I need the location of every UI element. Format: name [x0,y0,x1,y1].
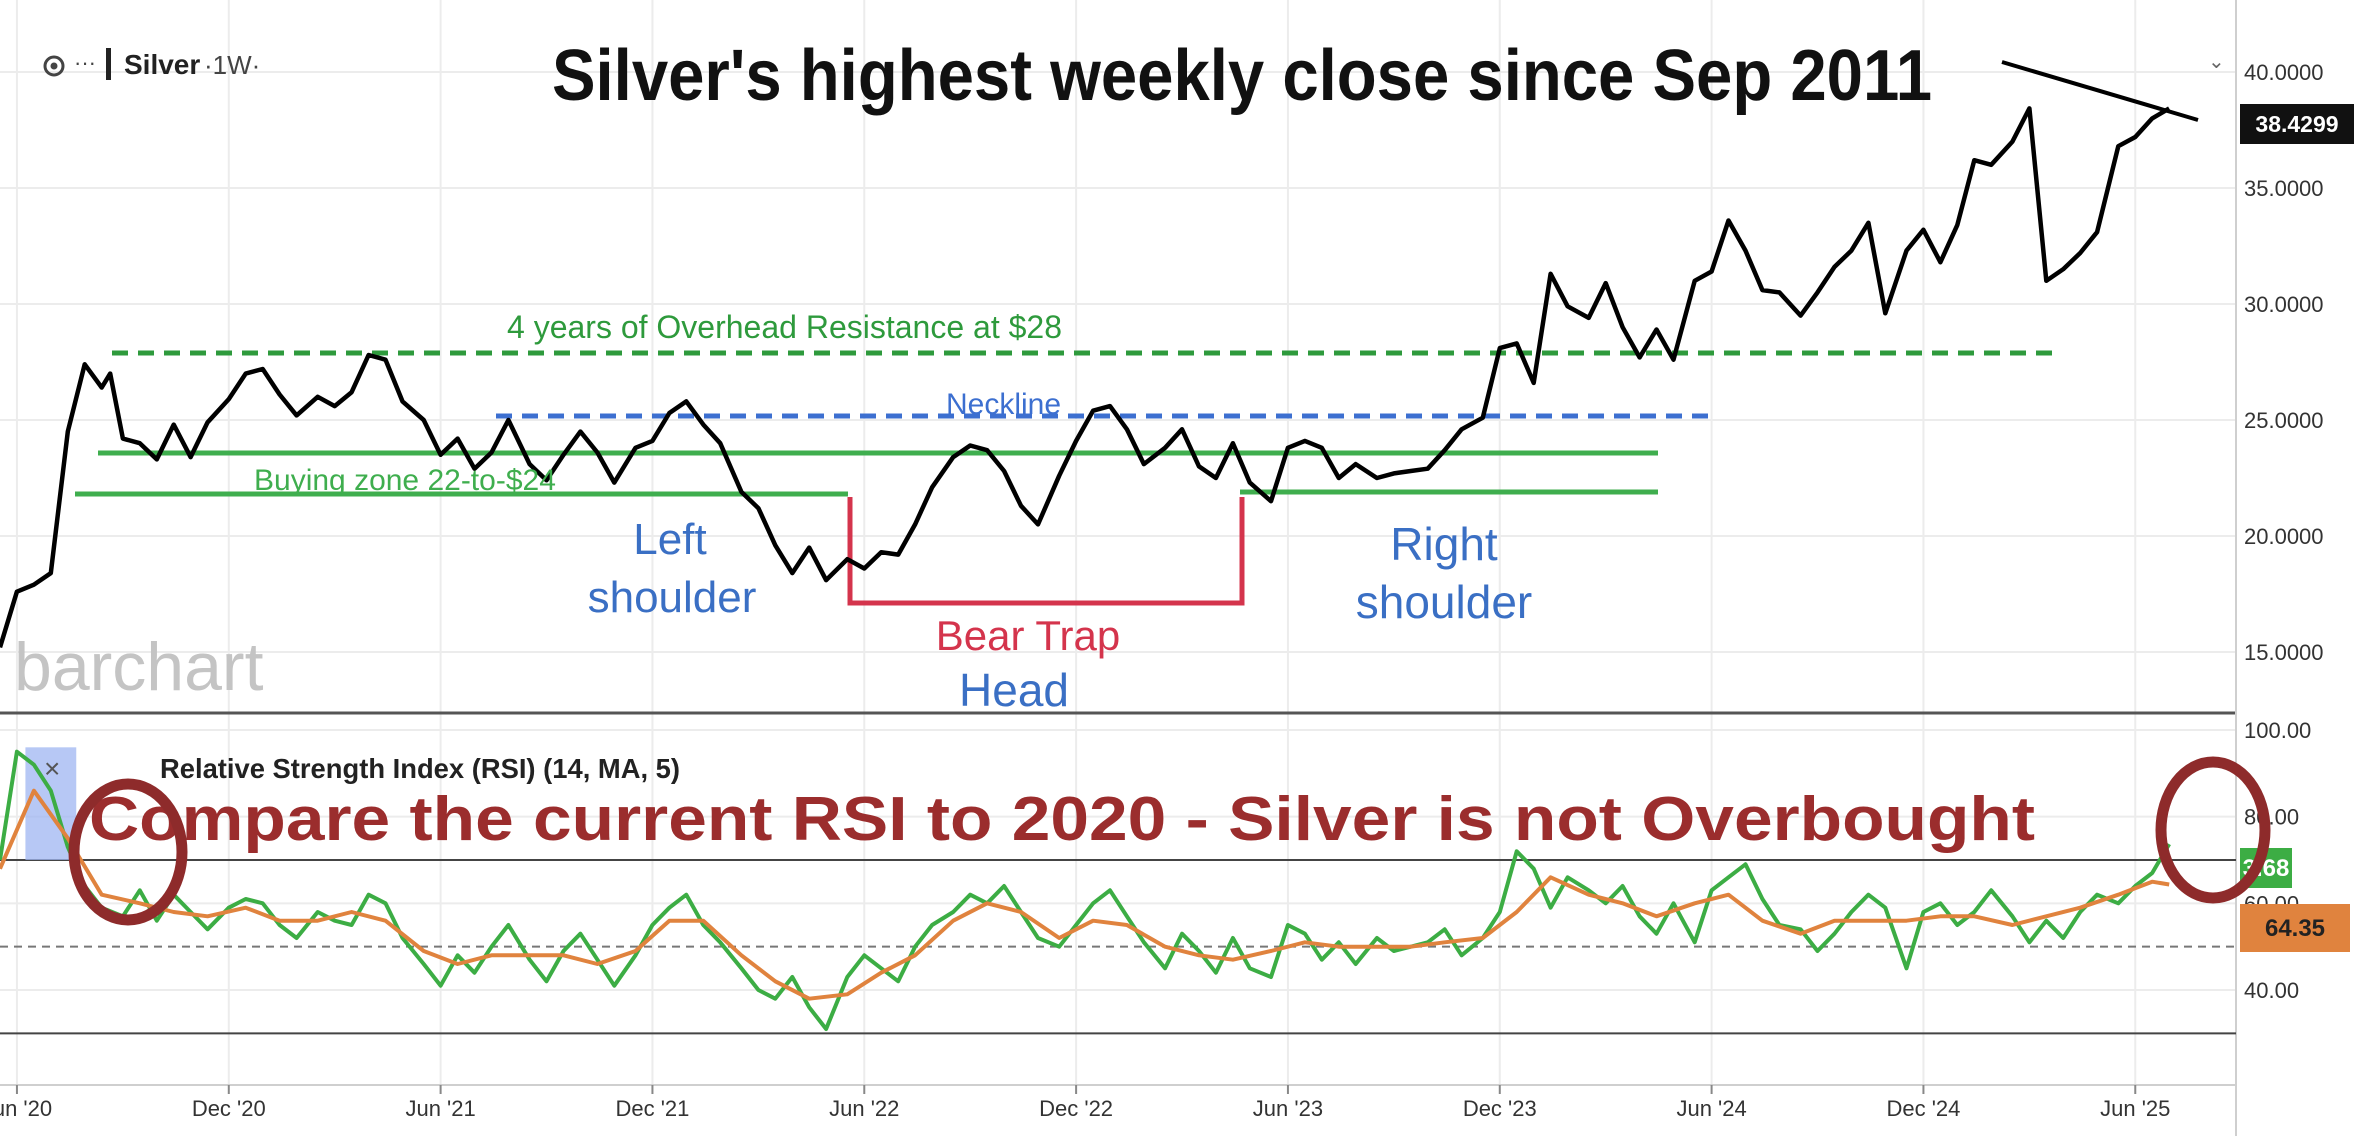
time-tick-label: Dec '23 [1463,1096,1537,1121]
time-tick-label: Dec '22 [1039,1096,1113,1121]
more-icon[interactable]: ··· [74,50,96,75]
right-shoulder-label-line1: Right [1390,518,1498,570]
time-tick-label: Jun '24 [1676,1096,1746,1121]
barchart-watermark: barchart [14,629,264,705]
chevron-down-icon[interactable]: ⌄ [2208,51,2225,73]
neckline-label: Neckline [946,388,1061,421]
price-tick-label: 40.0000 [2244,60,2324,85]
price-tick-label: 35.0000 [2244,176,2324,201]
time-tick-label: Dec '20 [192,1096,266,1121]
rsi-tick-label: 100.00 [2244,718,2311,743]
eye-icon[interactable] [43,55,65,77]
time-tick-label: Jun '22 [829,1096,899,1121]
last-price-value: 38.4299 [2255,111,2338,137]
left-shoulder-label-line2: shoulder [588,573,757,622]
time-axis: Jun '20 Dec '20 Jun '21 Dec '21 Jun '22 Dec '… [0,1085,2170,1121]
rsi-series-rsi [0,749,2171,1031]
time-tick-label: Jun '25 [2100,1096,2170,1121]
head-label: Head [959,664,1069,716]
time-tick-label: Jun '23 [1253,1096,1323,1121]
symbol-divider [106,48,111,80]
price-tick-label: 25.0000 [2244,408,2324,433]
rsi-current-circle [2155,756,2271,904]
right-shoulder-label-line2: shoulder [1356,576,1532,628]
time-tick-label: Jun '20 [0,1096,52,1121]
grid-layer [0,0,2236,1085]
close-icon[interactable]: × [44,753,60,784]
rsi-series-ma [0,788,2170,1001]
bear-trap-label: Bear Trap [936,612,1120,659]
last-price-badge [2240,104,2354,144]
price-tick-label: 20.0000 [2244,524,2324,549]
rsi-title: Relative Strength Index (RSI) (14, MA, 5… [160,753,680,784]
price-axis: 40.0000 35.0000 30.0000 25.0000 20.0000 15.00… [2244,60,2324,665]
buying-zone-label: Buying zone 22-to-$24 [254,464,556,497]
time-tick-label: Dec '24 [1886,1096,1960,1121]
left-shoulder-label-line1: Left [633,515,706,564]
price-series-line [0,106,2171,649]
rsi-2020-circle [68,778,188,926]
symbol-name[interactable]: Silver [124,49,200,80]
rsi-tick-label: 40.00 [2244,978,2299,1003]
price-callout-title: Silver's highest weekly close since Sep … [552,36,1932,116]
rsi-layer [0,749,2171,1031]
time-tick-label: Jun '21 [405,1096,475,1121]
price-layer [0,106,2171,649]
resistance-label: 4 years of Overhead Resistance at $28 [507,309,1062,345]
price-tick-label: 15.0000 [2244,640,2324,665]
header-toolbar: ··· Silver ·1W· ⌄ [43,48,2225,80]
rsi-callout: Compare the current RSI to 2020 - Silver… [89,785,2035,854]
bear-trap-bracket [847,497,1245,606]
rsi-tick-label: 80.00 [2244,805,2299,830]
interval-label[interactable]: ·1W· [204,50,260,80]
ma-value-badge [2240,904,2350,952]
time-tick-label: Dec '21 [615,1096,689,1121]
ma-value-label: 64.35 [2265,915,2325,942]
price-tick-label: 30.0000 [2244,292,2324,317]
